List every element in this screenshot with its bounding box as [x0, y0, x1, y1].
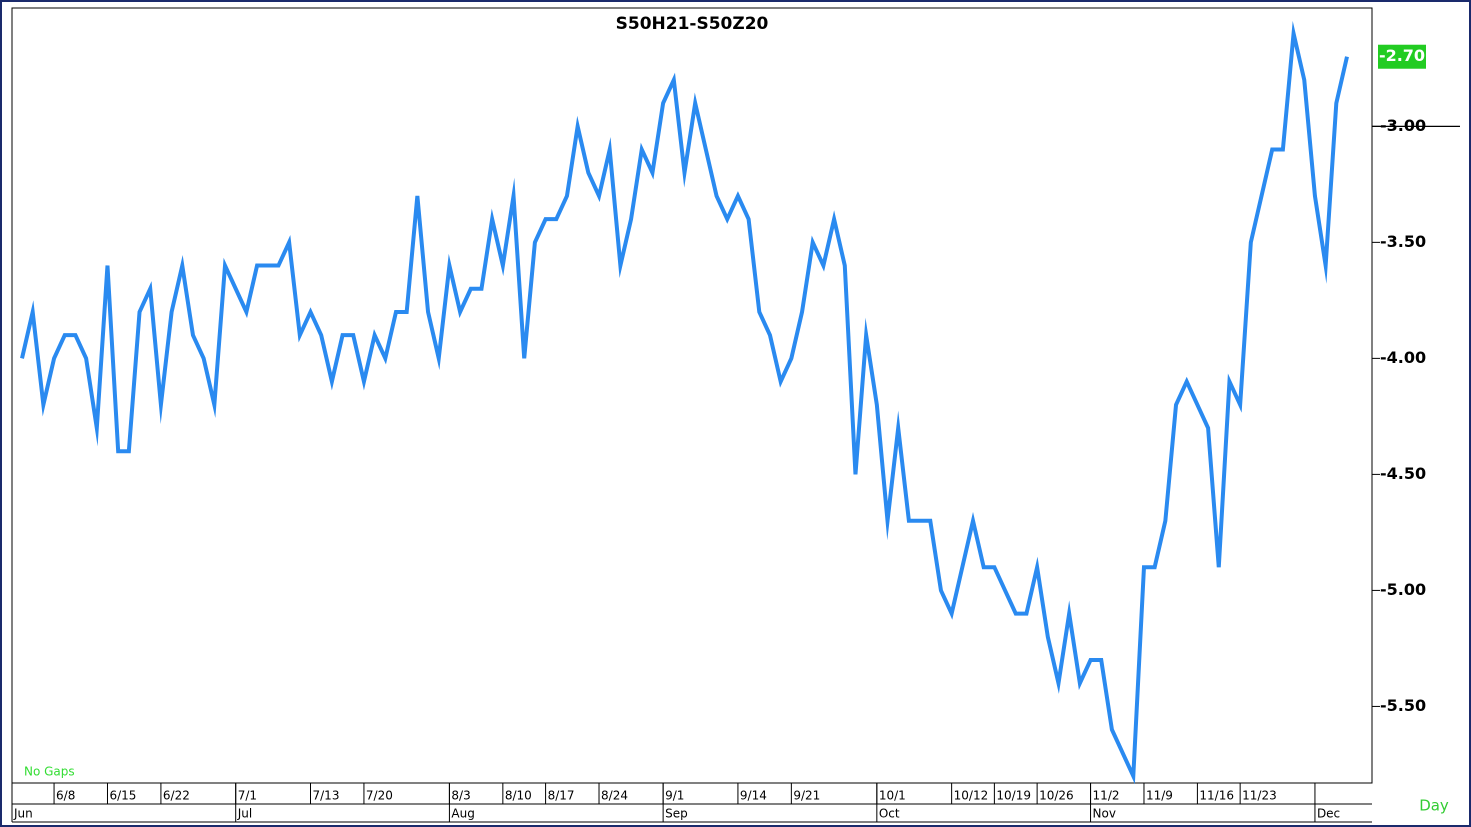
month-label: Aug	[451, 807, 474, 821]
x-tick-label: 6/22	[163, 789, 190, 803]
x-tick-label: 7/13	[313, 789, 340, 803]
x-tick-label: 6/15	[109, 789, 136, 803]
x-tick-label: 11/23	[1242, 789, 1277, 803]
x-tick-label: 10/19	[996, 789, 1031, 803]
month-label: Nov	[1093, 807, 1116, 821]
x-tick-label: 10/26	[1039, 789, 1074, 803]
x-tick-label: 11/9	[1146, 789, 1173, 803]
x-tick-label: 7/1	[238, 789, 257, 803]
x-tick-label: 11/2	[1093, 789, 1120, 803]
y-tick-label: -4.50	[1380, 464, 1426, 483]
x-tick-label: 9/1	[665, 789, 684, 803]
last-value-label: -2.70	[1379, 46, 1425, 65]
x-tick-label: 8/17	[548, 789, 575, 803]
y-tick-label: -5.50	[1380, 696, 1426, 715]
last-value-box	[1378, 44, 1426, 69]
gaps-note: No Gaps	[24, 765, 75, 779]
x-tick-label: 6/8	[56, 789, 75, 803]
x-tick-label: 8/10	[505, 789, 532, 803]
x-tick-label: 9/14	[740, 789, 767, 803]
month-label: Dec	[1317, 807, 1340, 821]
x-tick-label: 10/12	[954, 789, 989, 803]
period-label: Day	[1419, 797, 1449, 815]
y-tick-label: -3.50	[1380, 232, 1426, 251]
month-label: Jun	[13, 807, 33, 821]
y-tick-label: -5.00	[1380, 580, 1426, 599]
x-tick-label: 8/24	[601, 789, 628, 803]
x-tick-label: 10/1	[879, 789, 906, 803]
x-tick-label: 9/21	[793, 789, 820, 803]
y-tick-label: -4.00	[1380, 348, 1426, 367]
month-label: Jul	[237, 807, 252, 821]
x-tick-label: 8/3	[451, 789, 470, 803]
y-tick-label: -3.00	[1380, 116, 1426, 135]
month-label: Oct	[879, 807, 900, 821]
plot-border	[11, 7, 1373, 784]
x-tick-label: 7/20	[366, 789, 393, 803]
chart-title: S50H21-S50Z20	[616, 14, 769, 34]
month-label: Sep	[665, 807, 688, 821]
series-line	[20, 20, 1349, 785]
x-tick-label: 11/16	[1199, 789, 1234, 803]
